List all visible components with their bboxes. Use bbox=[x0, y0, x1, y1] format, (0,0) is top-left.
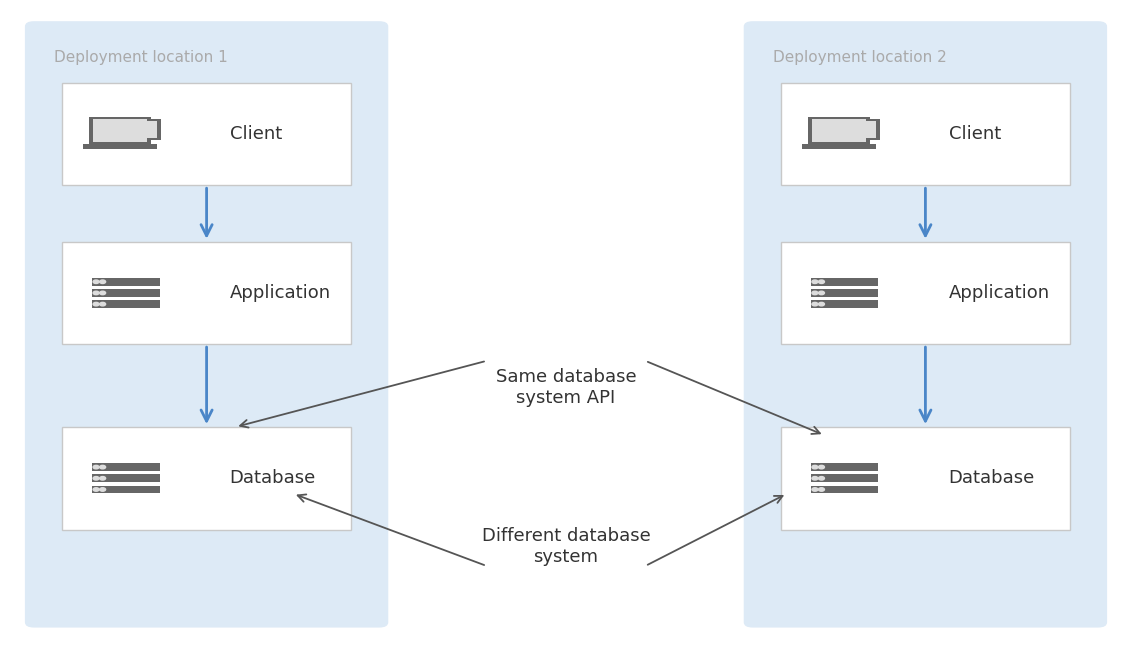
FancyBboxPatch shape bbox=[801, 144, 876, 148]
FancyBboxPatch shape bbox=[92, 475, 160, 482]
FancyBboxPatch shape bbox=[92, 278, 160, 286]
Text: Database: Database bbox=[949, 469, 1035, 487]
FancyBboxPatch shape bbox=[92, 289, 160, 297]
Circle shape bbox=[93, 303, 100, 306]
Circle shape bbox=[100, 280, 105, 283]
FancyBboxPatch shape bbox=[62, 242, 351, 344]
FancyBboxPatch shape bbox=[62, 83, 351, 185]
Circle shape bbox=[93, 488, 100, 491]
FancyBboxPatch shape bbox=[92, 463, 160, 471]
Circle shape bbox=[100, 488, 105, 491]
Circle shape bbox=[812, 465, 818, 469]
Text: Same database
system API: Same database system API bbox=[496, 368, 636, 406]
Text: Different database
system: Different database system bbox=[481, 527, 651, 565]
FancyBboxPatch shape bbox=[781, 83, 1070, 185]
FancyBboxPatch shape bbox=[859, 140, 871, 144]
FancyBboxPatch shape bbox=[92, 485, 160, 493]
FancyBboxPatch shape bbox=[811, 463, 878, 471]
FancyBboxPatch shape bbox=[811, 485, 878, 493]
FancyBboxPatch shape bbox=[140, 140, 152, 144]
Circle shape bbox=[93, 280, 100, 283]
Text: Deployment location 1: Deployment location 1 bbox=[54, 50, 228, 65]
FancyBboxPatch shape bbox=[811, 475, 878, 482]
Circle shape bbox=[93, 477, 100, 480]
FancyBboxPatch shape bbox=[808, 117, 869, 144]
Circle shape bbox=[93, 291, 100, 295]
Text: Client: Client bbox=[949, 125, 1001, 143]
FancyBboxPatch shape bbox=[811, 278, 878, 286]
Circle shape bbox=[818, 465, 824, 469]
FancyBboxPatch shape bbox=[25, 21, 388, 628]
Circle shape bbox=[100, 291, 105, 295]
Text: Client: Client bbox=[230, 125, 282, 143]
FancyBboxPatch shape bbox=[854, 121, 876, 138]
Text: Database: Database bbox=[230, 469, 316, 487]
Circle shape bbox=[100, 465, 105, 469]
FancyBboxPatch shape bbox=[744, 21, 1107, 628]
FancyBboxPatch shape bbox=[135, 121, 157, 138]
FancyBboxPatch shape bbox=[811, 300, 878, 308]
Circle shape bbox=[818, 303, 824, 306]
Circle shape bbox=[818, 280, 824, 283]
Text: Application: Application bbox=[230, 284, 331, 302]
FancyBboxPatch shape bbox=[62, 427, 351, 530]
FancyBboxPatch shape bbox=[811, 289, 878, 297]
FancyBboxPatch shape bbox=[130, 119, 161, 140]
Circle shape bbox=[812, 280, 818, 283]
Circle shape bbox=[818, 477, 824, 480]
FancyBboxPatch shape bbox=[849, 119, 880, 140]
Circle shape bbox=[100, 477, 105, 480]
Text: Application: Application bbox=[949, 284, 1049, 302]
Circle shape bbox=[812, 477, 818, 480]
FancyBboxPatch shape bbox=[83, 144, 157, 148]
FancyBboxPatch shape bbox=[812, 119, 866, 142]
FancyBboxPatch shape bbox=[94, 119, 147, 142]
Circle shape bbox=[812, 291, 818, 295]
Circle shape bbox=[93, 465, 100, 469]
Circle shape bbox=[100, 303, 105, 306]
FancyBboxPatch shape bbox=[89, 117, 151, 144]
FancyBboxPatch shape bbox=[781, 427, 1070, 530]
Circle shape bbox=[812, 303, 818, 306]
Circle shape bbox=[818, 291, 824, 295]
Text: Deployment location 2: Deployment location 2 bbox=[773, 50, 946, 65]
Circle shape bbox=[818, 488, 824, 491]
FancyBboxPatch shape bbox=[781, 242, 1070, 344]
Circle shape bbox=[812, 488, 818, 491]
FancyBboxPatch shape bbox=[92, 300, 160, 308]
